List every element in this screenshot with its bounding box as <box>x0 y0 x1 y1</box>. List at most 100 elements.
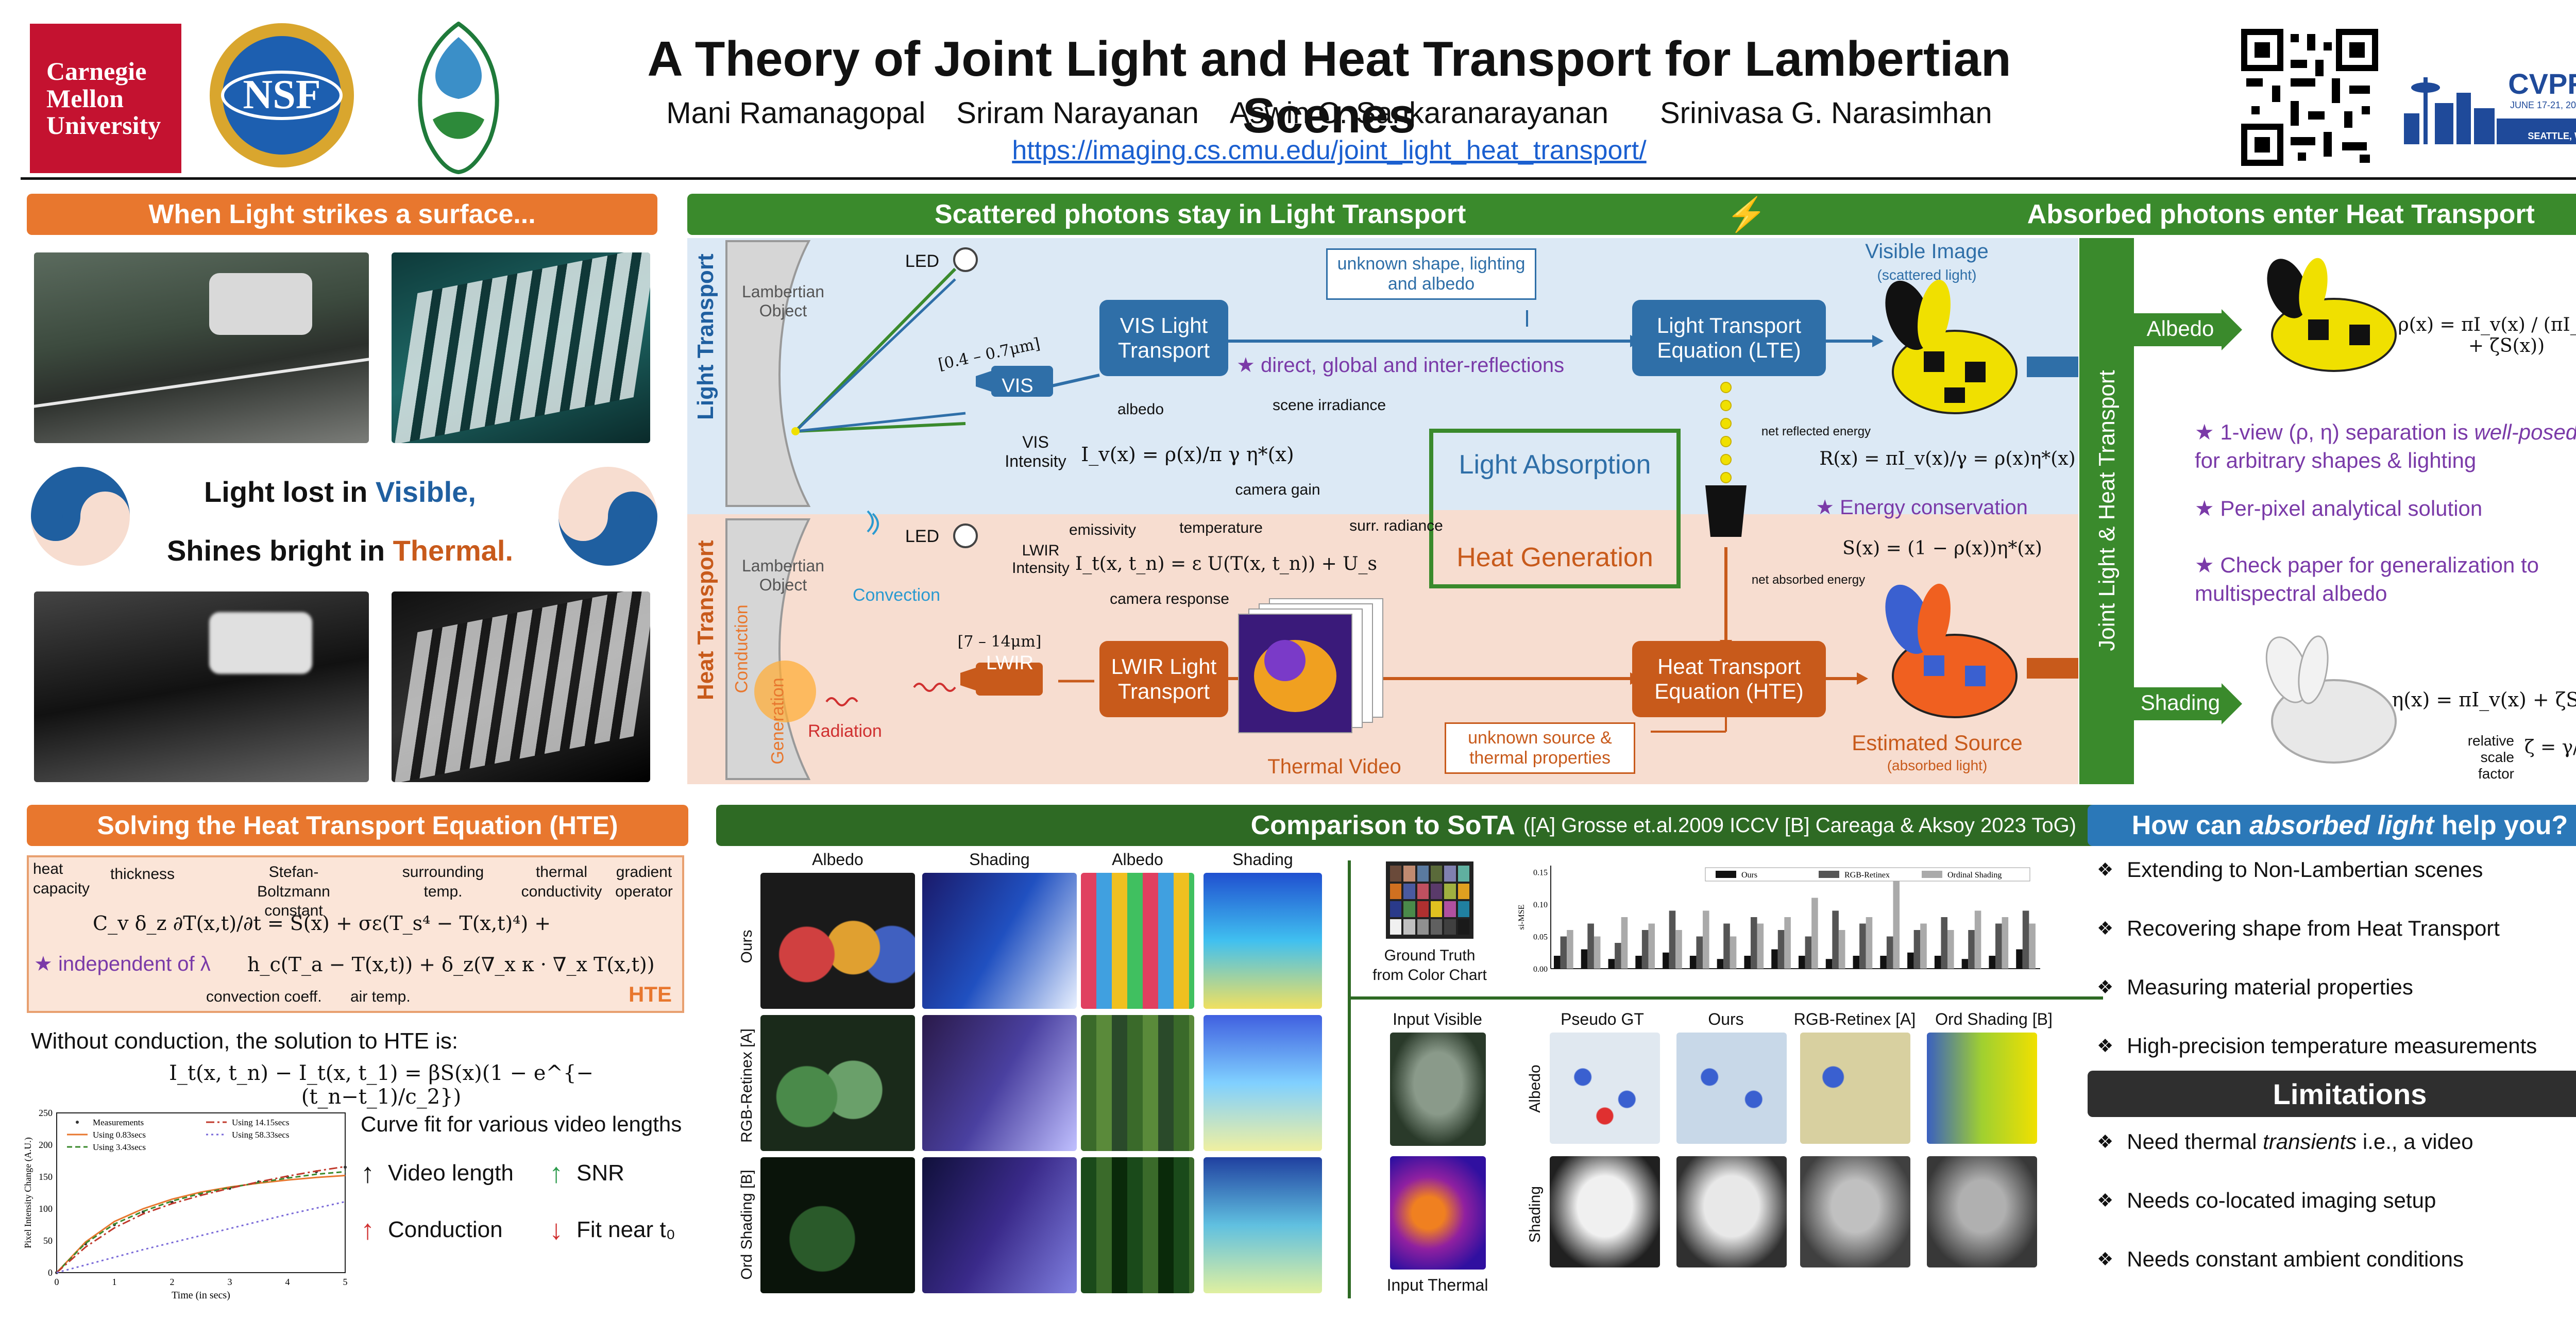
limitation-1-em: transients <box>2263 1129 2357 1154</box>
cvpr-location: SEATTLE, WA <box>2528 131 2576 141</box>
bar <box>2022 910 2029 969</box>
lambertian-object-bottom <box>725 518 811 780</box>
x-tick-label: 0 <box>55 1277 59 1287</box>
bar <box>1594 936 1601 969</box>
section-banner-light-strikes: When Light strikes a surface... <box>27 194 657 235</box>
bar <box>1757 923 1764 969</box>
camera-response-annotation: camera response <box>1110 590 1229 607</box>
bar <box>1641 930 1649 969</box>
conduction-label: Conduction <box>732 604 752 694</box>
lambertian-object-top <box>725 240 811 507</box>
section-banner-comparison: Comparison to SoTA ([A] Grosse et.al.200… <box>716 805 2102 846</box>
rgb-albedo-chart <box>1081 1015 1194 1151</box>
bar-legend-swatch <box>1922 871 1942 878</box>
unknown-source-note: unknown source & thermal properties <box>1445 722 1635 774</box>
bar <box>1838 930 1845 969</box>
legend-entry: Using 0.83secs <box>93 1130 146 1140</box>
effect-fit-near: ↓ Fit near t₀ <box>549 1214 675 1246</box>
x-tick-label: 4 <box>285 1277 290 1287</box>
comparison-refs: ([A] Grosse et.al.2009 ICCV [B] Careaga … <box>1523 814 2076 837</box>
generation-glow <box>754 661 816 722</box>
vis-camera-icon <box>976 366 1053 397</box>
series-line <box>56 1165 346 1274</box>
photo-street-visible <box>34 252 369 443</box>
yin-yang-right-icon <box>556 465 659 568</box>
mask-col-ord: Ord Shading [B] <box>1935 1010 2053 1028</box>
bar-legend-entry: RGB-Retinex <box>1844 871 1890 880</box>
benefit-1-a: ★ 1-view (ρ, η) separation is <box>2195 420 2475 444</box>
net-absorbed-label: net absorbed energy <box>1751 573 1866 587</box>
series-line <box>56 1175 346 1274</box>
application-2-text: Recovering shape from Heat Transport <box>2127 916 2500 940</box>
bar <box>1663 952 1669 969</box>
rgb-albedo-dolls <box>760 1015 915 1151</box>
cmu-logo-text: Carnegie Mellon University <box>46 57 161 140</box>
application-item-3: ❖ Measuring material properties <box>2097 975 2413 1000</box>
led-label-top: LED <box>905 251 940 271</box>
independent-of-lambda: ★ independent of λ <box>34 953 211 975</box>
project-url[interactable]: https://imaging.cs.cmu.edu/joint_light_h… <box>1012 136 1647 165</box>
comparison-col-albedo-2: Albedo <box>1112 850 1163 869</box>
bar <box>1554 956 1561 969</box>
photo-building-thermal <box>392 591 650 782</box>
y-tick-label: 250 <box>39 1108 53 1118</box>
hte-equation-line-1: C_v δ_z ∂T(x,t)/∂t = S(x) + σε(T_s⁴ − T(… <box>93 912 551 935</box>
bar <box>1907 952 1914 969</box>
legend-entry: Using 58.33secs <box>232 1130 289 1140</box>
comparison-divider-horizontal <box>1351 996 2103 1000</box>
photo-building-visible <box>392 252 650 443</box>
limitation-2-text: Needs co-located imaging setup <box>2127 1188 2436 1212</box>
bar <box>1934 956 1941 969</box>
author-3: Aswin C. Sankaranarayanan <box>1229 96 1608 130</box>
bar <box>1859 923 1866 969</box>
mask-rgb-albedo <box>1800 1033 1910 1144</box>
bar <box>1853 956 1860 969</box>
bar <box>1560 936 1567 969</box>
bar-y-tick-label: 0.05 <box>1533 933 1548 942</box>
diamond-bullet-icon: ❖ <box>2097 1131 2114 1152</box>
convection-icon <box>867 510 879 535</box>
ours-shading-dolls <box>922 873 1077 1009</box>
bar <box>1825 959 1833 969</box>
albedo-tag: Albedo <box>2134 309 2242 350</box>
application-1-text: Extending to Non-Lambertian scenes <box>2127 857 2483 882</box>
lte-box: Light Transport Equation (LTE) <box>1632 300 1826 376</box>
bar <box>1947 930 1954 969</box>
tagline-2-prefix: Shines bright in <box>166 534 393 567</box>
bar <box>1893 878 1900 969</box>
chart-plot-frame <box>56 1112 346 1273</box>
thermal-video-stack-icon <box>1238 598 1383 733</box>
hte-equation-line-2: h_c(T_a − T(x,t)) + δ_z(∇_x κ · ∇_x T(x,… <box>247 953 655 976</box>
y-tick-label: 50 <box>43 1236 53 1246</box>
qr-code[interactable] <box>2241 29 2378 166</box>
vis-equation: I_v(x) = ρ(x)/π γ η*(x) <box>1081 443 1294 466</box>
benefit-1-b: well-posed <box>2474 420 2576 444</box>
seattle-skyline-icon: CVPR JUNE 17-21, 2024 SEATTLE, WA <box>2404 67 2576 144</box>
shading-tag-text: Shading <box>2140 690 2221 715</box>
bar <box>1751 917 1757 969</box>
series-line <box>56 1171 346 1274</box>
pot-icon <box>1705 485 1747 537</box>
energy-beads <box>1720 382 1732 483</box>
mask-col-ours: Ours <box>1708 1010 1744 1028</box>
x-axis-label: Time (in secs) <box>172 1290 230 1301</box>
gradient-operator-label: gradient operator <box>615 864 673 900</box>
benefit-1-c: for arbitrary shapes & lighting <box>2195 448 2477 472</box>
radiation-label: Radiation <box>808 721 882 741</box>
bar-legend-swatch <box>1716 871 1736 878</box>
rgb-shading-chart <box>1204 1015 1322 1151</box>
shading-equation: η(x) = πI_v(x) + ζS(x) <box>2392 688 2576 711</box>
bar-y-tick-label: 0.10 <box>1533 901 1548 909</box>
comparison-col-albedo-1: Albedo <box>812 850 863 869</box>
albedo-tag-text: Albedo <box>2146 316 2214 341</box>
cvpr-dates: JUNE 17-21, 2024 <box>2510 100 2576 110</box>
lwir-equation: I_t(x, t_n) = ε U(T(x, t_n)) + U_s <box>1075 553 1377 574</box>
bar <box>1880 956 1887 969</box>
limitation-item-1: ❖ Need thermal transients i.e., a video <box>2097 1129 2473 1154</box>
bar <box>1689 956 1697 969</box>
lambertian-object-label-top: Lambertian Object <box>741 282 825 320</box>
lambertian-object-label-bottom: Lambertian Object <box>741 556 825 594</box>
comparison-col-shading-1: Shading <box>969 850 1030 869</box>
albedo-bunny-icon <box>2251 258 2401 376</box>
video-length-label: Video length <box>388 1160 514 1186</box>
